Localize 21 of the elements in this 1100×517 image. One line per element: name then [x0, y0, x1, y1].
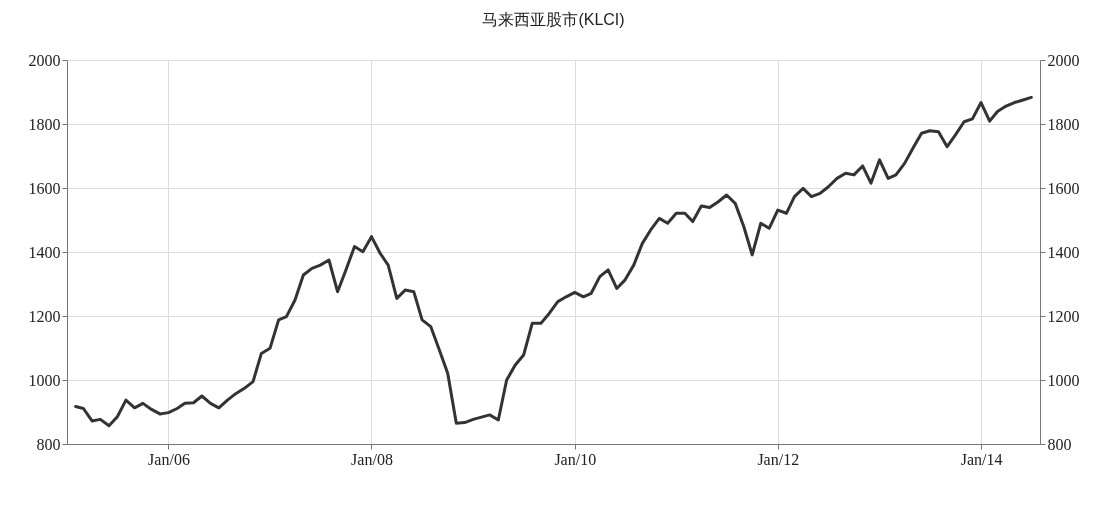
y2-tick-label: 1600 — [1047, 179, 1080, 197]
y-tick-label: 1400 — [28, 243, 61, 261]
x-tick-label: Jan/06 — [148, 450, 190, 468]
y-tick-label: 1000 — [28, 371, 61, 389]
x-tick-label: Jan/14 — [960, 450, 1003, 468]
x-tick-label: Jan/10 — [554, 450, 597, 468]
y-tick-label: 2000 — [28, 51, 61, 69]
y2-tick-label: 2000 — [1047, 51, 1080, 69]
y-tick-label: 800 — [36, 435, 61, 453]
y2-tick-label: 1400 — [1047, 243, 1080, 261]
y2-tick-label: 1000 — [1047, 371, 1080, 389]
y2-tick-label: 1200 — [1047, 307, 1080, 325]
x-tick-label: Jan/08 — [351, 450, 393, 468]
y-tick-label: 1800 — [28, 115, 61, 133]
y-tick-label: 1600 — [28, 179, 61, 197]
y-tick-label: 1200 — [28, 307, 61, 325]
y2-tick-label: 1800 — [1047, 115, 1080, 133]
x-tick-label: Jan/12 — [757, 450, 800, 468]
y2-tick-label: 800 — [1047, 435, 1072, 453]
line-series — [74, 95, 1033, 428]
chart-title: 马来西亚股市(KLCI) — [482, 11, 625, 28]
